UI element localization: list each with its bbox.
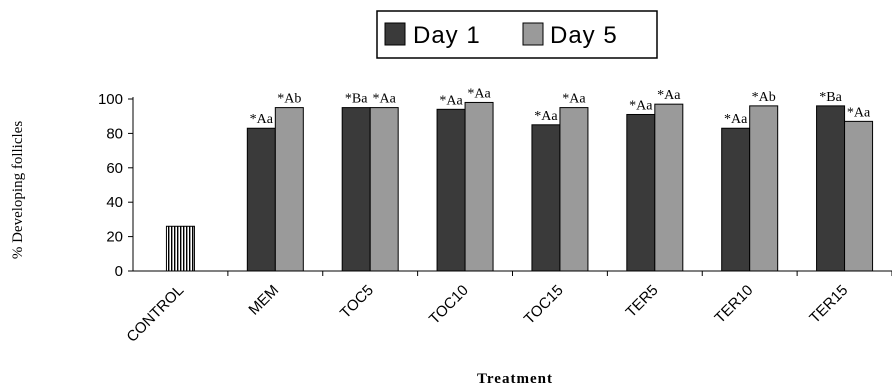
bar-day5 (464, 101, 494, 272)
y-tick-label: 40 (106, 194, 123, 211)
bar-day1 (341, 107, 371, 272)
bar-day1 (246, 127, 276, 272)
bar-day1 (721, 127, 751, 272)
y-tick-label: 80 (106, 125, 123, 142)
y-axis-title: % Developing follicles (10, 121, 26, 259)
legend: Day 1 Day 5 (376, 10, 658, 59)
bar-annotation: *Aa (657, 88, 681, 103)
category-labels: CONTROL MEM TOC5 TOC10 TOC15 TER5 TER10 TER15 (123, 282, 851, 346)
legend-swatch-day1 (384, 22, 406, 46)
bar-annotation: *Aa (847, 105, 871, 120)
bar-day5 (749, 105, 779, 272)
legend-label-day5: Day 5 (550, 22, 618, 49)
bar-annotation: *Aa (439, 93, 463, 108)
bar-annotation: *Ba (819, 90, 842, 105)
y-tick-label: 60 (106, 160, 123, 177)
x-tick-label: MEM (245, 282, 282, 319)
legend-label-day1: Day 1 (413, 22, 481, 49)
bar-annotation: *Aa (562, 92, 586, 107)
bar-annotation: *Aa (629, 98, 653, 113)
bar-day5 (559, 107, 589, 272)
x-tick-label: CONTROL (123, 282, 187, 346)
bar-day1 (436, 108, 466, 272)
y-tick-label: 0 (115, 263, 123, 280)
x-tick-label: TOC5 (337, 282, 377, 322)
bar-control (165, 225, 195, 272)
tick-labels: 0 20 40 60 80 100 (98, 91, 123, 280)
bar-annotation: *Ba (345, 92, 368, 107)
x-tick-label: TER15 (806, 282, 851, 327)
bar-day1 (531, 124, 561, 272)
legend-swatch-day5 (522, 22, 544, 46)
bar-annotation: *Ab (752, 90, 776, 105)
bar-annotation: *Aa (373, 92, 397, 107)
bar-day5 (844, 120, 874, 272)
bar-day5 (274, 107, 304, 272)
x-axis-title: Treatment (477, 371, 553, 387)
bar-annotation: *Ab (277, 92, 301, 107)
bar-annotation: *Aa (724, 112, 748, 127)
x-tick-label: TOC10 (426, 282, 472, 328)
x-tick-label: TER10 (711, 282, 756, 327)
x-tick-label: TOC15 (521, 282, 567, 328)
bar-annotation: *Aa (250, 112, 274, 127)
bar-day5 (369, 107, 399, 272)
bar-day5 (654, 103, 684, 272)
y-tick-label: 100 (98, 91, 123, 108)
bar-annotation: *Aa (534, 109, 558, 124)
annotations: *Aa*Ab *Ba *Aa *Aa *Aa*Aa*Aa *Aa*Aa*Aa*Ab *Ba*… (250, 86, 871, 127)
legend-box (376, 10, 658, 59)
x-tick-label: TER5 (623, 282, 662, 321)
bar-day1 (626, 113, 656, 272)
bar-annotation: *Aa (467, 86, 491, 101)
y-tick-label: 20 (106, 229, 123, 246)
bars (165, 101, 874, 272)
bar-day1 (816, 105, 846, 272)
